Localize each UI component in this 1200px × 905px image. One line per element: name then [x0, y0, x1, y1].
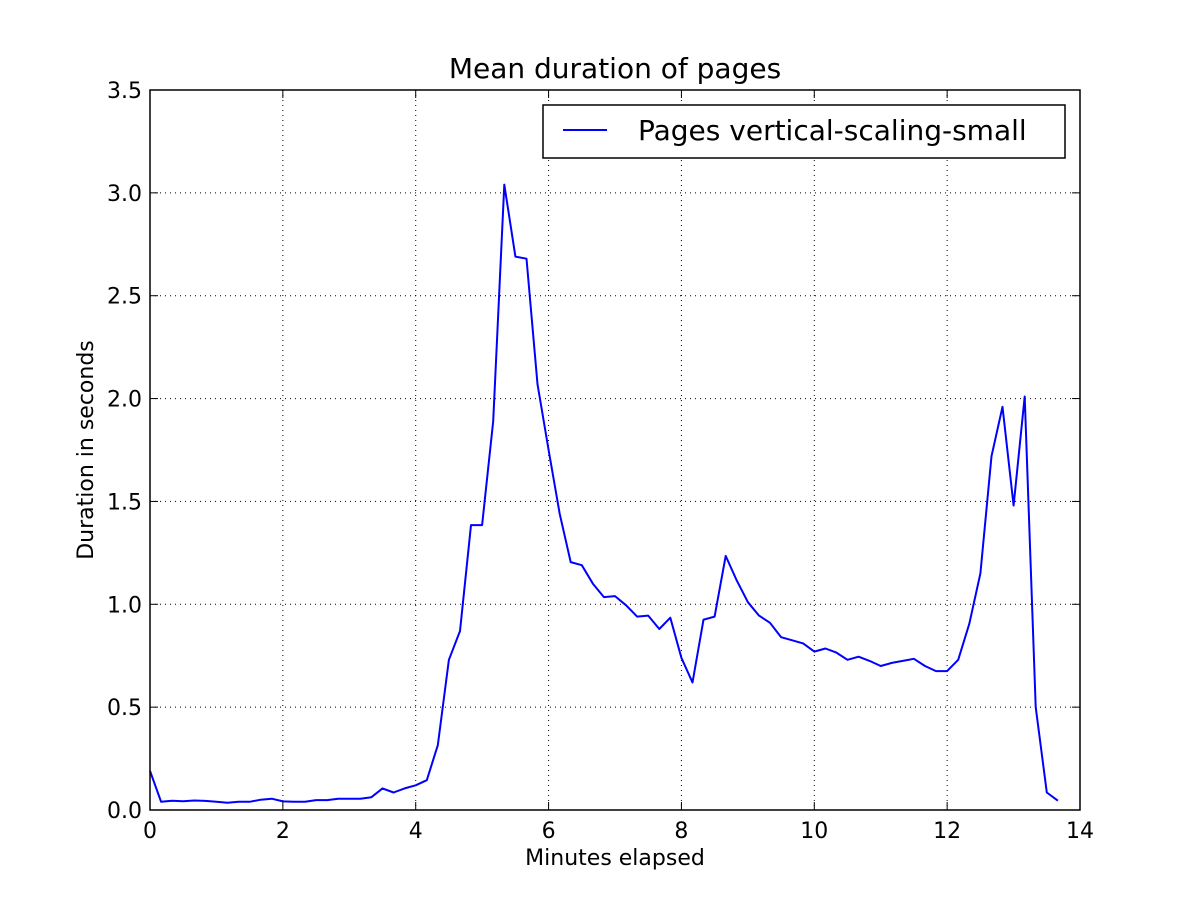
legend-box: [542, 104, 1066, 159]
series-line: [149, 183, 1059, 804]
plot-frame: [149, 89, 1081, 811]
x-tick-label: 14: [1066, 819, 1094, 844]
x-tick-label: 2: [276, 819, 290, 844]
x-tick-label: 8: [674, 819, 688, 844]
x-tick-label: 4: [409, 819, 423, 844]
y-tick-label: 1.5: [107, 490, 142, 515]
x-tick-label: 10: [800, 819, 828, 844]
x-tick-label: 12: [933, 819, 961, 844]
y-tick-label: 3.5: [107, 79, 142, 104]
y-tick-label: 0.0: [107, 799, 142, 824]
grid: [150, 90, 1080, 810]
ticks: 0 2 4 6 8 10 12 14 0.0 0.5 1.0 1.5 2.0 2.5 3.0 3.5: [107, 79, 1094, 844]
x-tick-label: 6: [542, 819, 556, 844]
y-tick-label: 2.0: [107, 388, 142, 413]
x-axis-label: Minutes elapsed: [525, 846, 705, 871]
y-tick-label: 0.5: [107, 696, 142, 721]
chart-title: Mean duration of pages: [449, 52, 781, 85]
legend-label: Pages vertical-scaling-small: [638, 114, 1027, 147]
series-layer: [149, 183, 1059, 804]
y-tick-label: 1.0: [107, 593, 142, 618]
x-tick-label: 0: [143, 819, 157, 844]
y-tick-label: 3.0: [107, 182, 142, 207]
y-axis-label: Duration in seconds: [74, 340, 99, 560]
legend: Pages vertical-scaling-small: [542, 104, 1066, 159]
y-tick-label: 2.5: [107, 285, 142, 310]
